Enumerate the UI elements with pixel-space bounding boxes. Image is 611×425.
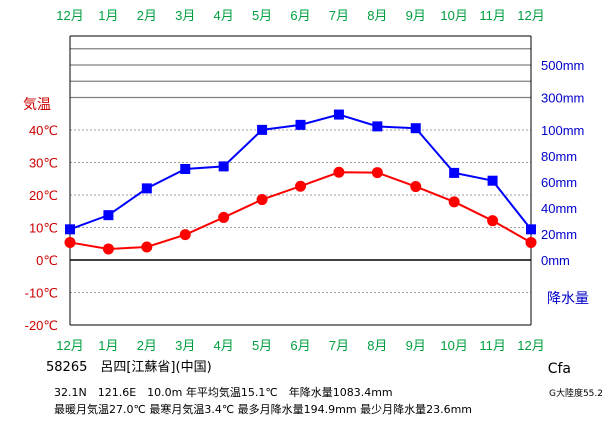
- precipitation-point: [333, 109, 344, 120]
- month-label-bottom: 4月: [214, 338, 234, 353]
- temperature-point: [141, 241, 153, 253]
- temp-tick-label: -20℃: [25, 318, 58, 333]
- temp-tick-label: 40℃: [29, 123, 58, 138]
- temperature-point: [64, 236, 76, 248]
- temperature-point: [448, 196, 460, 208]
- station-title: 58265 呂四[江蘇省](中国): [46, 360, 212, 375]
- precip-tick-label: 500mm: [541, 58, 584, 73]
- temp-tick-label: 0℃: [36, 253, 58, 268]
- month-label-top: 10月: [440, 8, 467, 23]
- temperature-point: [487, 215, 499, 227]
- precip-tick-label: 20mm: [541, 227, 577, 242]
- precipitation-point: [372, 121, 383, 132]
- precip-tick-label: 60mm: [541, 175, 577, 190]
- precipitation-point: [410, 123, 421, 134]
- koppen-class: Cfa: [547, 361, 571, 377]
- temp-tick-label: 30℃: [29, 156, 58, 171]
- precipitation-point: [65, 224, 75, 235]
- precipitation-point: [103, 210, 114, 221]
- temperature-point: [525, 236, 537, 248]
- precipitation-point: [487, 175, 498, 186]
- temperature-point: [218, 211, 230, 223]
- station-extremes: 最暖月気温27.0℃ 最寒月気温3.4℃ 最多月降水量194.9mm 最少月降水…: [54, 403, 473, 416]
- precipitation-point: [526, 224, 536, 235]
- station-summary: 32.1N 121.6E 10.0m 年平均気温15.1℃ 年降水量1083.4…: [54, 386, 393, 399]
- month-label-top: 6月: [290, 8, 310, 23]
- temperature-point: [410, 181, 422, 193]
- month-label-bottom: 5月: [252, 338, 272, 353]
- month-label-top: 8月: [367, 8, 387, 23]
- month-label-bottom: 1月: [98, 338, 118, 353]
- temp-tick-label: 10℃: [29, 221, 58, 236]
- month-label-top: 12月: [56, 8, 83, 23]
- temp-tick-label: -10℃: [25, 286, 58, 301]
- temperature-point: [295, 180, 306, 192]
- month-label-bottom: 6月: [290, 338, 310, 353]
- climate-chart: 12月 1月 2月 3月 4月 5月 6月 7月 8月 9月 10月 11月 12月 12月 1月 2月 3月 4…: [23, 8, 589, 353]
- month-label-top: 5月: [252, 8, 272, 23]
- month-label-top: 2月: [137, 8, 157, 23]
- continentality: G大陸度55.2: [548, 389, 603, 399]
- month-label-top: 9月: [406, 8, 426, 23]
- precipitation-point: [449, 167, 460, 178]
- precipitation-point: [295, 119, 306, 130]
- month-label-top: 3月: [175, 8, 195, 23]
- month-label-top: 12月: [517, 8, 544, 23]
- temperature-point: [256, 194, 268, 206]
- temperature-point: [333, 166, 345, 178]
- month-label-bottom: 12月: [517, 338, 544, 353]
- precipitation-point: [141, 183, 152, 194]
- temperature-point: [179, 229, 191, 241]
- precip-tick-label: 40mm: [541, 201, 577, 216]
- precipitation-point: [180, 164, 191, 174]
- precip-tick-label: 300mm: [541, 91, 584, 106]
- month-label-bottom: 9月: [406, 338, 426, 353]
- month-label-bottom: 2月: [137, 338, 157, 353]
- right-axis-title: 降水量: [547, 290, 589, 306]
- month-label-bottom: 7月: [329, 338, 349, 353]
- month-label-top: 1月: [98, 8, 118, 23]
- temp-tick-label: 20℃: [29, 188, 58, 203]
- temperature-point: [102, 243, 114, 255]
- precip-tick-label: 0mm: [541, 253, 570, 268]
- precip-tick-label: 80mm: [541, 149, 577, 164]
- temperature-point: [371, 167, 383, 179]
- precip-tick-label: 100mm: [541, 123, 584, 138]
- month-label-bottom: 12月: [56, 338, 83, 353]
- left-axis-title: 気温: [23, 96, 51, 112]
- month-label-bottom: 10月: [440, 338, 467, 353]
- month-label-top: 4月: [214, 8, 234, 23]
- month-label-bottom: 11月: [479, 338, 506, 353]
- month-label-top: 7月: [329, 8, 349, 23]
- precipitation-line: [69, 113, 532, 231]
- month-label-bottom: 8月: [367, 338, 387, 353]
- precipitation-point: [218, 161, 229, 172]
- month-label-bottom: 3月: [175, 338, 195, 353]
- precipitation-point: [257, 124, 268, 135]
- month-label-top: 11月: [479, 8, 506, 23]
